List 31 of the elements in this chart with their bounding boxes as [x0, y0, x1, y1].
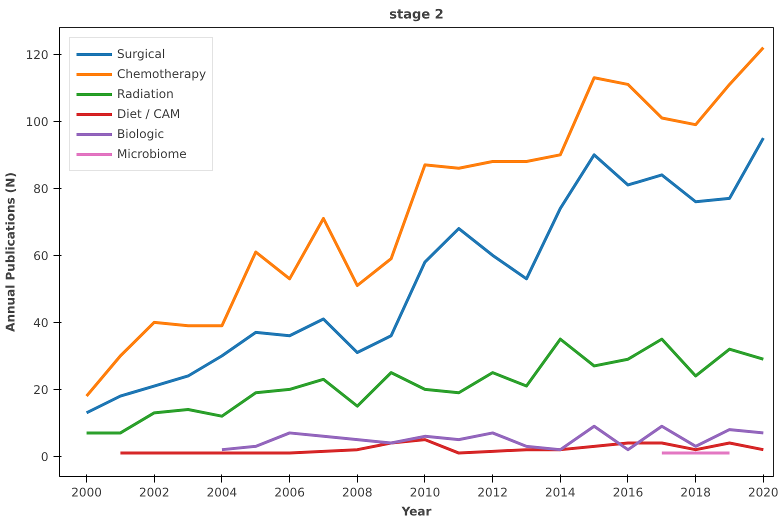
- x-tick-label: 2012: [477, 486, 508, 500]
- x-tick-label: 2010: [410, 486, 440, 500]
- y-tick-label: 20: [33, 382, 49, 397]
- y-tick-label: 40: [33, 316, 49, 330]
- x-axis-title: Year: [400, 504, 432, 518]
- y-axis-title: Annual Publications (N): [4, 172, 18, 332]
- chart-title: stage 2: [389, 8, 444, 22]
- x-tick-label: 2004: [206, 486, 238, 500]
- legend-label: Diet / CAM: [117, 107, 180, 121]
- line-series: [85, 338, 765, 434]
- y-tick-label: 60: [33, 248, 49, 263]
- line-series: [118, 438, 765, 455]
- x-tick-label: 2018: [680, 486, 711, 500]
- legend-label: Chemotherapy: [117, 67, 206, 81]
- x-tick-label: 2014: [545, 486, 576, 500]
- y-tick-label: 120: [26, 48, 48, 62]
- x-tick-label: 2002: [138, 486, 170, 500]
- legend-label: Microbiome: [117, 147, 187, 161]
- legend-label: Radiation: [117, 87, 174, 101]
- x-tick-label: 2008: [342, 486, 373, 500]
- legend-label: Biologic: [117, 127, 164, 141]
- y-tick-label: 0: [40, 450, 49, 464]
- line-series: [220, 424, 765, 452]
- x-tick-label: 2020: [748, 486, 778, 500]
- x-tick-label: 2016: [612, 486, 644, 500]
- legend-label: Surgical: [117, 47, 166, 61]
- line-series: [85, 46, 765, 398]
- y-tick-label: 80: [33, 182, 49, 196]
- x-tick-label: 2006: [274, 486, 305, 500]
- x-tick-label: 2000: [71, 486, 102, 500]
- y-tick-label: 100: [26, 114, 48, 129]
